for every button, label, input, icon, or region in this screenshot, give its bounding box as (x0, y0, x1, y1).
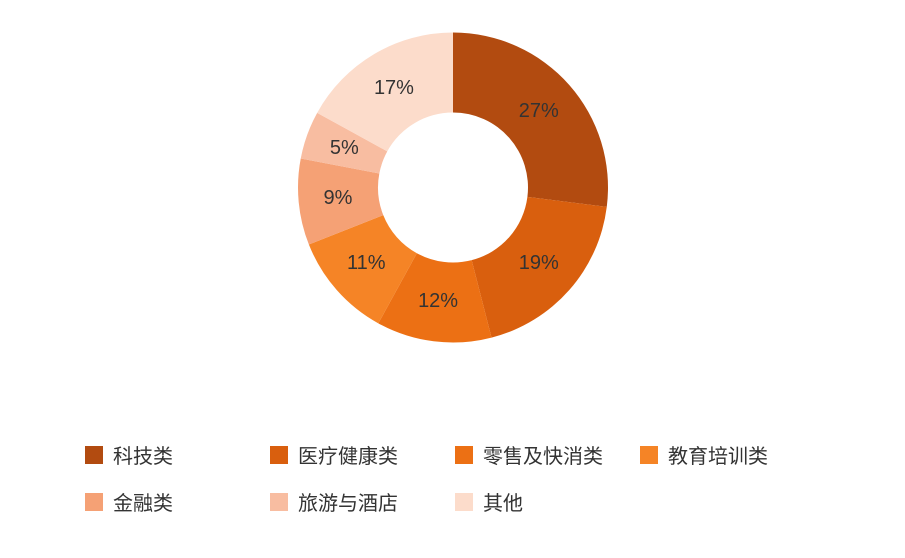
legend-item: 科技类 (85, 440, 270, 469)
legend-row: 科技类 医疗健康类 零售及快消类 教育培训类 (85, 440, 825, 469)
legend-label: 旅游与酒店 (298, 487, 398, 516)
donut-slice-label: 12% (418, 290, 458, 313)
donut-slice-label: 5% (330, 137, 359, 160)
legend-swatch (85, 446, 103, 464)
legend-row: 金融类 旅游与酒店 其他 (85, 487, 825, 516)
donut-slice-label: 11% (347, 252, 386, 275)
legend-label: 金融类 (113, 487, 173, 516)
legend-item: 其他 (455, 487, 640, 516)
legend: 科技类 医疗健康类 零售及快消类 教育培训类 金融类 旅游与酒店 其他 (85, 440, 825, 534)
donut-slice-label: 17% (374, 77, 414, 100)
legend-label: 科技类 (113, 440, 173, 469)
donut-slice-label: 9% (324, 187, 353, 210)
legend-swatch (455, 493, 473, 511)
legend-item: 教育培训类 (640, 440, 825, 469)
legend-label: 教育培训类 (668, 440, 768, 469)
donut-slice-label: 27% (519, 100, 559, 123)
legend-item: 医疗健康类 (270, 440, 455, 469)
donut-slice-label: 19% (519, 252, 559, 275)
legend-swatch (640, 446, 658, 464)
legend-swatch (85, 493, 103, 511)
legend-swatch (270, 446, 288, 464)
legend-swatch (270, 493, 288, 511)
legend-label: 零售及快消类 (483, 440, 603, 469)
legend-item: 旅游与酒店 (270, 487, 455, 516)
legend-label: 其他 (483, 487, 523, 516)
legend-swatch (455, 446, 473, 464)
legend-label: 医疗健康类 (298, 440, 398, 469)
donut-chart: 27% 19% 12% 11% 9% 5% 17% (293, 28, 613, 353)
legend-item: 金融类 (85, 487, 270, 516)
legend-item: 零售及快消类 (455, 440, 640, 469)
